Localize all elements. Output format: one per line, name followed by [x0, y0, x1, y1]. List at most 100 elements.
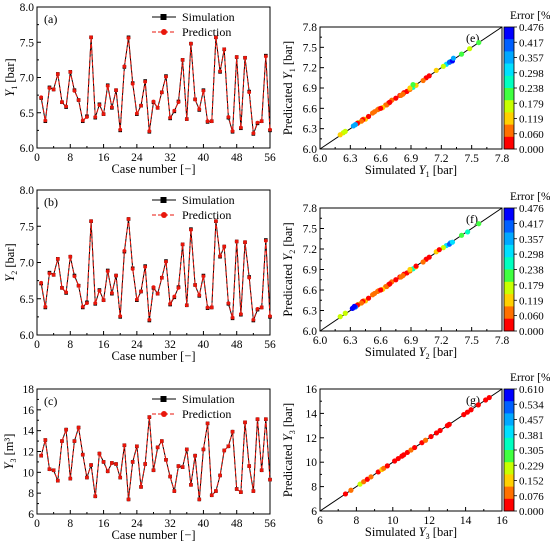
data-point-prediction: [89, 35, 93, 40]
data-point-prediction: [72, 88, 77, 93]
data-point-prediction: [155, 105, 160, 110]
x-tick-label: 0: [34, 152, 40, 164]
data-point-prediction: [172, 294, 177, 299]
series-line-prediction: [40, 417, 271, 500]
x-tick-label: 7.5: [464, 153, 479, 165]
y-tick-label: 6: [28, 509, 34, 521]
colorbar-tick-label: 0.060: [519, 129, 544, 141]
x-tick-label: 40: [198, 518, 210, 530]
colorbar-segment: [504, 269, 514, 283]
data-point-prediction: [197, 107, 202, 112]
colorbar-segment: [504, 88, 514, 101]
data-point-prediction: [222, 448, 227, 453]
x-tick-label: 48: [231, 152, 243, 164]
scatter-point: [413, 263, 419, 269]
data-point-prediction: [247, 275, 252, 280]
data-point-prediction: [105, 469, 110, 474]
legend-marker-simulation: [160, 396, 167, 402]
line-chart-a: 0 8 16 24 32 40 48 56 6.0 6.5 7.0 7.5 8.0 Case number…: [3, 2, 276, 176]
y-axis-label: Y2 [bar]: [3, 243, 19, 281]
data-point-prediction: [251, 131, 256, 136]
panel-label: (c): [44, 394, 57, 408]
data-point-prediction: [76, 283, 81, 288]
x-axis-label: Case number [−]: [111, 349, 195, 363]
plot-frame: [36, 388, 271, 515]
x-tick-label: 6.3: [343, 153, 358, 165]
scatter-point: [352, 122, 358, 128]
data-point-prediction: [80, 118, 85, 123]
data-point-prediction: [180, 242, 185, 247]
x-tick-label: 6: [317, 515, 323, 527]
series-line-prediction: [40, 218, 271, 320]
colorbar-tick-label: 0.179: [519, 280, 544, 292]
colorbar-tick-label: 0.305: [519, 445, 544, 457]
data-point-prediction: [55, 256, 60, 261]
data-point-prediction: [268, 127, 272, 132]
scatter-point: [475, 402, 481, 408]
data-point-prediction: [234, 55, 239, 59]
data-point-prediction: [255, 307, 260, 311]
y-tick-label: 7.2: [303, 244, 318, 256]
data-point-prediction: [101, 460, 106, 464]
data-point-prediction: [155, 445, 160, 450]
scatter-point: [337, 132, 343, 138]
y-axis-label: Predicated Y2 [bar]: [281, 222, 297, 316]
data-point-prediction: [68, 69, 73, 74]
x-tick-label: 8: [67, 518, 73, 530]
scatter-point: [404, 449, 410, 456]
scatter-point: [365, 113, 372, 120]
colorbar-segment: [504, 437, 514, 451]
y-tick-label: 6.6: [303, 103, 318, 115]
y-tick-label: 7.5: [303, 42, 318, 54]
data-point-prediction: [101, 112, 106, 117]
colorbar-tick-label: 0.000: [519, 326, 544, 338]
colorbar-segment: [504, 51, 514, 64]
data-point-prediction: [47, 271, 52, 276]
data-point-prediction: [193, 283, 198, 287]
data-point-prediction: [122, 64, 127, 69]
data-point-prediction: [101, 298, 106, 303]
colorbar-tick-label: 0.152: [519, 476, 544, 488]
data-point-prediction: [139, 289, 143, 294]
data-point-prediction: [218, 473, 222, 478]
legend-marker-simulation: [160, 14, 167, 20]
colorbar-tick-label: 0.417: [519, 218, 544, 230]
colorbar-tick-label: 0.060: [519, 311, 544, 323]
y-tick-label: 6.5: [20, 108, 35, 120]
x-tick-label: 16: [98, 339, 110, 351]
data-point-prediction: [93, 301, 98, 305]
data-point-prediction: [114, 88, 118, 93]
data-point-prediction: [72, 439, 77, 443]
x-tick-label: 0: [34, 339, 40, 351]
y-axis-label: Predicated Y1 [bar]: [281, 41, 297, 135]
y-tick-label: 12: [306, 433, 318, 445]
colorbar-segment: [504, 450, 514, 463]
data-point-prediction: [89, 463, 93, 467]
data-point-prediction: [168, 301, 173, 306]
data-point-prediction: [55, 478, 60, 483]
y-tick-label: 6.9: [303, 83, 318, 95]
data-point-prediction: [263, 417, 268, 422]
data-point-prediction: [263, 54, 268, 59]
y-tick-label: 8.0: [20, 2, 35, 14]
scatter-point: [419, 440, 425, 446]
y-tick-label: 6.0: [303, 144, 318, 156]
colorbar-title: Error [%]: [510, 372, 550, 384]
y-tick-label: 8.0: [20, 185, 35, 197]
data-point-prediction: [130, 267, 135, 271]
data-point-prediction: [85, 115, 89, 119]
y-tick-label: 7.5: [20, 37, 35, 49]
data-point-prediction: [164, 457, 168, 462]
x-tick-label: 24: [131, 152, 143, 164]
colorbar-segment: [504, 220, 514, 233]
data-point-prediction: [105, 269, 110, 274]
data-point-prediction: [255, 417, 260, 422]
y-tick-label: 10: [306, 457, 318, 469]
scatter-chart-e: 6.0 6.3 6.6 6.9 7.2 7.5 7.8 6.0 6.3 6.6 6.9 7.2 7.5 7…: [281, 10, 550, 179]
colorbar-tick-label: 0.381: [519, 430, 544, 442]
scatter-point: [433, 430, 440, 436]
scatter-point: [410, 82, 416, 88]
scatter-point: [446, 421, 452, 427]
data-point-prediction: [143, 264, 148, 269]
